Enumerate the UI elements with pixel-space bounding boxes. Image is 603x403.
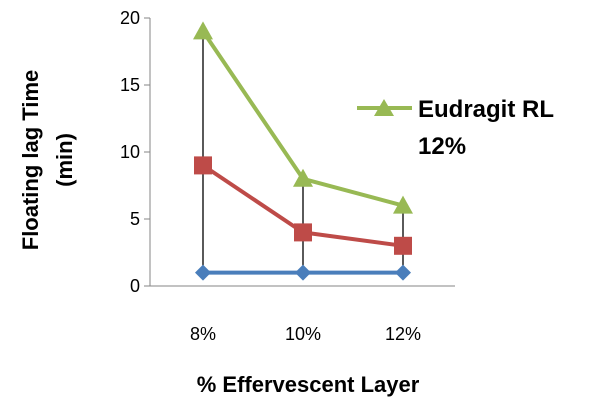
x-tick-label: 12%	[385, 324, 421, 344]
y-axis-title-line-2: (min)	[52, 133, 77, 187]
diamond-marker	[395, 264, 411, 281]
y-tick-label: 0	[130, 276, 140, 296]
axes	[144, 17, 455, 287]
square-marker	[194, 156, 212, 175]
y-tick-label: 15	[120, 75, 140, 95]
x-axis-title: % Effervescent Layer	[197, 372, 420, 397]
series-2	[194, 156, 412, 255]
x-tick-label: 10%	[285, 324, 321, 344]
y-tick-label: 10	[120, 142, 140, 162]
y-tick-label: 20	[120, 8, 140, 28]
series-1	[195, 264, 411, 281]
square-marker	[394, 236, 412, 255]
y-tick-labels: 0 5 10 15 20	[120, 8, 140, 296]
x-tick-labels: 8% 10% 12%	[190, 324, 421, 344]
y-tick-label: 5	[130, 209, 140, 229]
triangle-marker	[193, 21, 213, 40]
series	[193, 21, 413, 281]
y-axis-title-line-1: Floating lag Time	[18, 70, 43, 251]
square-marker	[294, 223, 312, 242]
x-tick-label: 8%	[190, 324, 216, 344]
legend: Eudragit RL 12%	[357, 96, 554, 160]
legend-label-line-1: Eudragit RL	[418, 96, 554, 123]
diamond-marker	[195, 264, 211, 281]
diamond-marker	[295, 264, 311, 281]
triangle-marker	[293, 168, 313, 187]
triangle-marker	[393, 195, 413, 214]
series-3	[193, 21, 413, 214]
legend-label-line-2: 12%	[418, 133, 466, 160]
legend-triangle-marker	[374, 99, 394, 116]
